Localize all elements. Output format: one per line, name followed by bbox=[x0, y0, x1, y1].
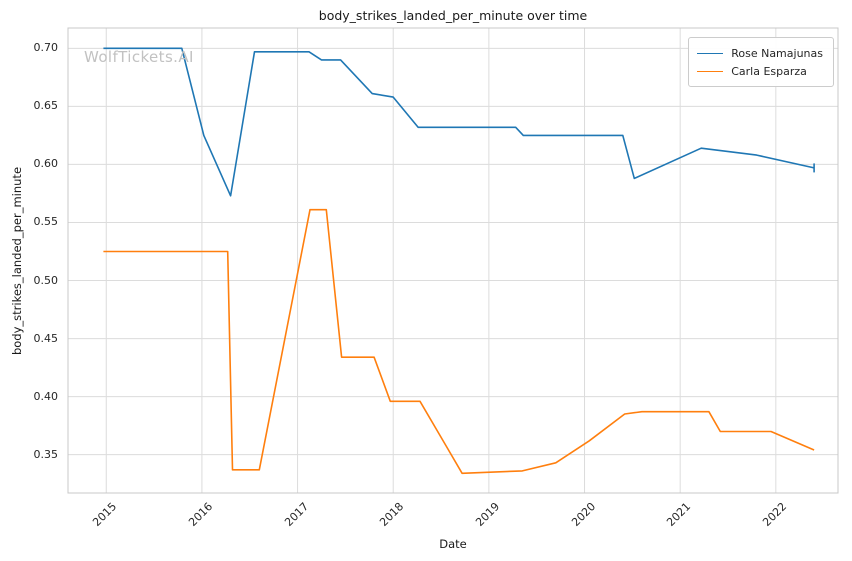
legend-item: Rose Namajunas bbox=[697, 44, 823, 62]
y-tick-label: 0.65 bbox=[33, 99, 59, 113]
y-tick-label: 0.40 bbox=[33, 389, 59, 403]
watermark-text: WolfTickets.AI bbox=[84, 48, 194, 66]
chart-title: body_strikes_landed_per_minute over time bbox=[318, 8, 588, 23]
y-tick-label: 0.45 bbox=[33, 331, 59, 345]
legend-label: Carla Esparza bbox=[731, 64, 807, 78]
y-tick-label: 0.50 bbox=[33, 273, 59, 287]
legend-item: Carla Esparza bbox=[697, 62, 823, 80]
y-tick-label: 0.60 bbox=[33, 157, 59, 171]
plot-border bbox=[67, 27, 839, 494]
legend-label: Rose Namajunas bbox=[731, 46, 823, 60]
y-tick-label: 0.70 bbox=[33, 41, 59, 55]
series-line bbox=[103, 208, 815, 475]
y-tick-label: 0.55 bbox=[33, 215, 59, 229]
legend-line-swatch bbox=[697, 52, 724, 54]
y-axis-label: body_strikes_landed_per_minute bbox=[10, 166, 24, 356]
series-line bbox=[103, 47, 815, 197]
legend: Rose Namajunas Carla Esparza bbox=[688, 37, 834, 87]
legend-line-swatch bbox=[697, 70, 724, 72]
y-tick-label: 0.35 bbox=[33, 447, 59, 461]
x-axis-label: Date bbox=[439, 537, 467, 551]
